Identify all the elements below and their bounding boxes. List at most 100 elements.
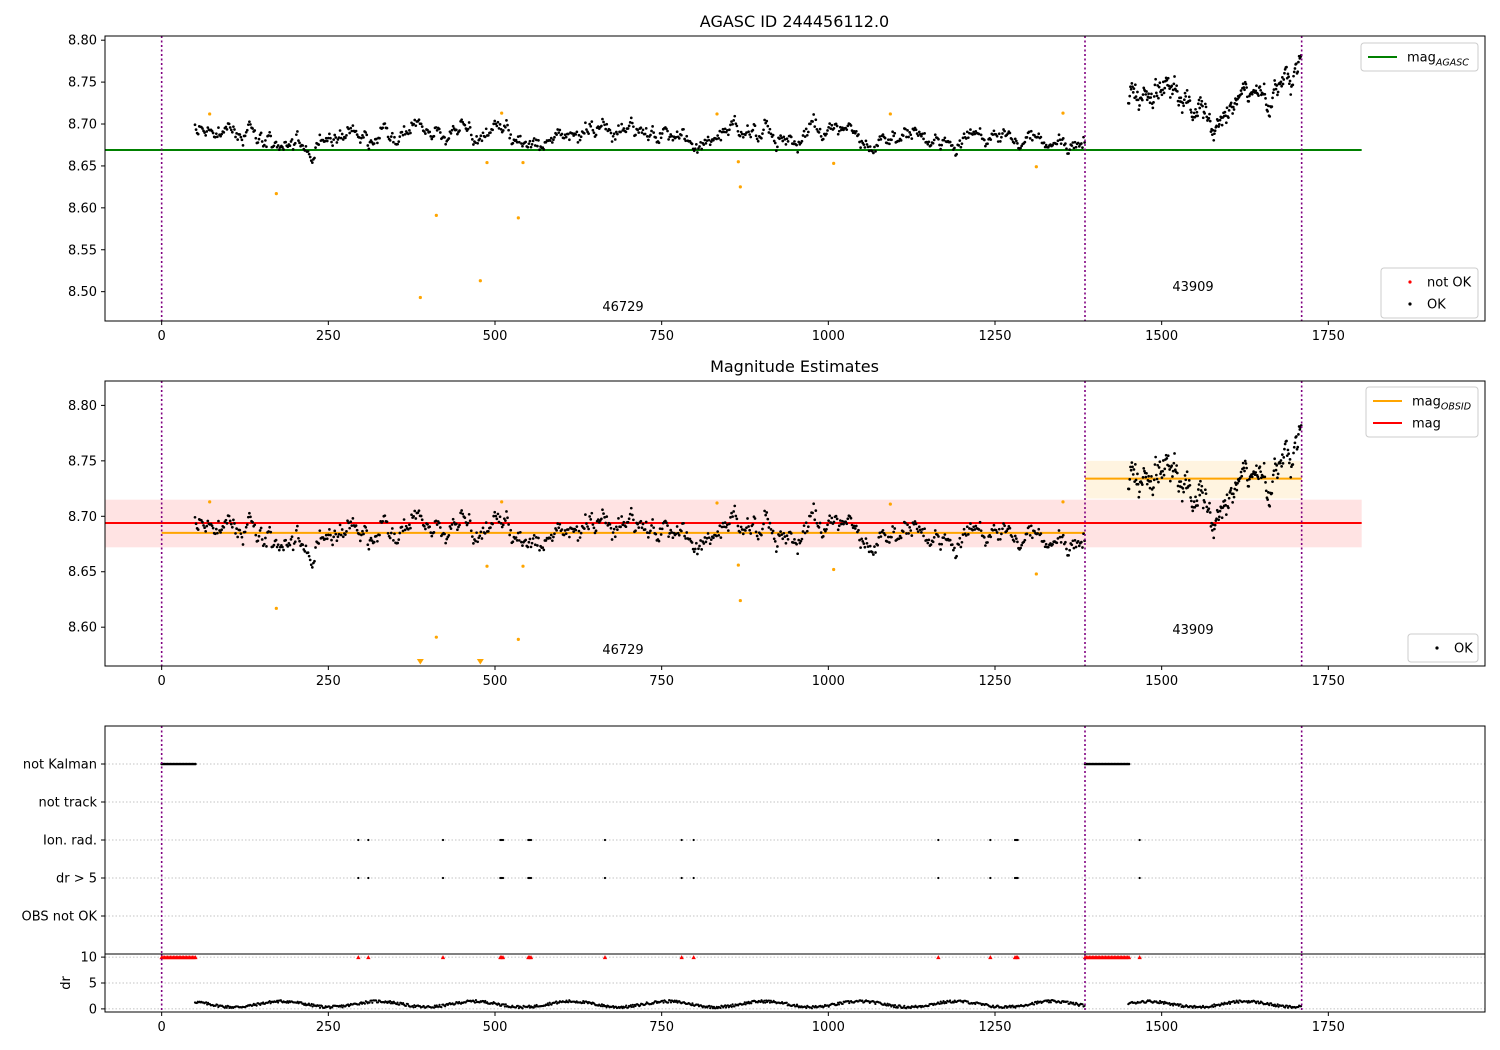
mag-point bbox=[298, 141, 301, 145]
dr-point bbox=[398, 1003, 401, 1006]
mag-point bbox=[348, 131, 352, 135]
dr-point bbox=[363, 1002, 366, 1005]
mag-point bbox=[262, 542, 266, 546]
x-tick-label-dr: 1250 bbox=[978, 1020, 1011, 1035]
mag-point bbox=[892, 530, 896, 534]
mag-point bbox=[447, 137, 451, 140]
mag-point bbox=[466, 127, 470, 131]
mag-point bbox=[233, 522, 236, 525]
mag-point bbox=[344, 136, 347, 140]
mag-point bbox=[745, 131, 748, 134]
mag-point bbox=[1200, 99, 1204, 103]
mag-point bbox=[1255, 84, 1258, 88]
mag-point bbox=[196, 528, 200, 532]
mag-point bbox=[877, 535, 881, 539]
outlier-point bbox=[274, 606, 278, 610]
mag-point bbox=[815, 127, 819, 131]
mag-point bbox=[908, 525, 912, 529]
mag-point bbox=[467, 512, 471, 516]
x-tick-label-mag: 1000 bbox=[812, 329, 845, 344]
mag-point bbox=[194, 128, 198, 132]
mag-point bbox=[258, 529, 262, 532]
dr-gt-5-point bbox=[692, 876, 695, 880]
mag-point bbox=[515, 140, 519, 144]
mag-point bbox=[868, 145, 872, 148]
mag-point bbox=[534, 138, 538, 142]
mag-point bbox=[1158, 81, 1162, 85]
mag-point bbox=[308, 155, 312, 159]
mag-point bbox=[222, 131, 226, 134]
dr-point bbox=[1213, 1003, 1216, 1006]
mag-point bbox=[358, 539, 362, 543]
mag-point bbox=[799, 539, 803, 543]
mag-point bbox=[917, 130, 921, 134]
mag-point bbox=[443, 532, 446, 536]
mag-point bbox=[508, 136, 512, 140]
mag-point bbox=[203, 131, 206, 134]
mag-point bbox=[498, 515, 502, 519]
mag-point bbox=[1166, 76, 1170, 80]
mag-point bbox=[1180, 499, 1184, 503]
mag-point bbox=[648, 531, 651, 535]
mag-point bbox=[877, 138, 881, 142]
x-tick-label-dr: 250 bbox=[316, 1020, 341, 1035]
mag-point bbox=[309, 563, 313, 567]
mag-point bbox=[1189, 108, 1192, 112]
mag-point bbox=[530, 541, 534, 545]
mag-point bbox=[1151, 106, 1155, 110]
mag-point bbox=[1168, 468, 1171, 471]
mag-point bbox=[408, 129, 411, 132]
mag-point bbox=[317, 143, 321, 146]
mag-point bbox=[244, 130, 248, 134]
mag-point bbox=[1274, 468, 1278, 472]
mag-point bbox=[977, 528, 981, 531]
mag-point bbox=[927, 538, 931, 542]
mag-point bbox=[925, 538, 929, 542]
mag-point bbox=[1071, 141, 1075, 144]
mag-point bbox=[560, 528, 564, 531]
mag-point bbox=[1209, 130, 1213, 134]
dr-axis-label: dr bbox=[59, 976, 74, 990]
mag-point bbox=[1187, 95, 1191, 99]
mag-point bbox=[277, 148, 281, 151]
mag-point bbox=[392, 140, 395, 144]
mag-point bbox=[849, 516, 853, 520]
dr-point bbox=[412, 1006, 415, 1009]
ion-rad-point bbox=[367, 838, 370, 842]
mag-point bbox=[1189, 111, 1193, 114]
mag-point bbox=[865, 541, 869, 545]
mag-point bbox=[748, 528, 752, 532]
mag-point bbox=[948, 538, 952, 542]
mag-point bbox=[1083, 141, 1086, 144]
mag-point bbox=[959, 145, 963, 149]
mag-point bbox=[912, 522, 916, 526]
mag-point bbox=[526, 145, 530, 149]
mag-point bbox=[1266, 110, 1269, 113]
mag-point bbox=[918, 528, 922, 532]
mag-point bbox=[979, 529, 983, 533]
dr-gt-5-point bbox=[603, 876, 607, 880]
mag-point bbox=[659, 136, 663, 140]
mag-point bbox=[991, 528, 995, 532]
dr-point bbox=[370, 999, 373, 1002]
mag-point bbox=[532, 137, 536, 140]
mag-point bbox=[229, 522, 233, 526]
mag-point bbox=[358, 141, 362, 144]
mag-point bbox=[590, 511, 594, 515]
mag-point bbox=[282, 148, 285, 151]
mag-point bbox=[1296, 445, 1300, 449]
mag-point bbox=[452, 521, 456, 524]
mag-point bbox=[862, 143, 866, 146]
mag-point bbox=[227, 514, 231, 518]
mag-point bbox=[627, 124, 631, 128]
mag-point bbox=[630, 121, 634, 125]
mag-point bbox=[1077, 544, 1081, 548]
mag-point bbox=[1162, 473, 1166, 477]
mag-point bbox=[1136, 482, 1140, 486]
mag-point bbox=[1237, 479, 1241, 483]
mag-point bbox=[520, 142, 523, 145]
mag-point bbox=[1191, 509, 1195, 513]
mag-point bbox=[866, 545, 870, 548]
mag-point bbox=[557, 131, 561, 135]
mag-point bbox=[406, 132, 410, 136]
